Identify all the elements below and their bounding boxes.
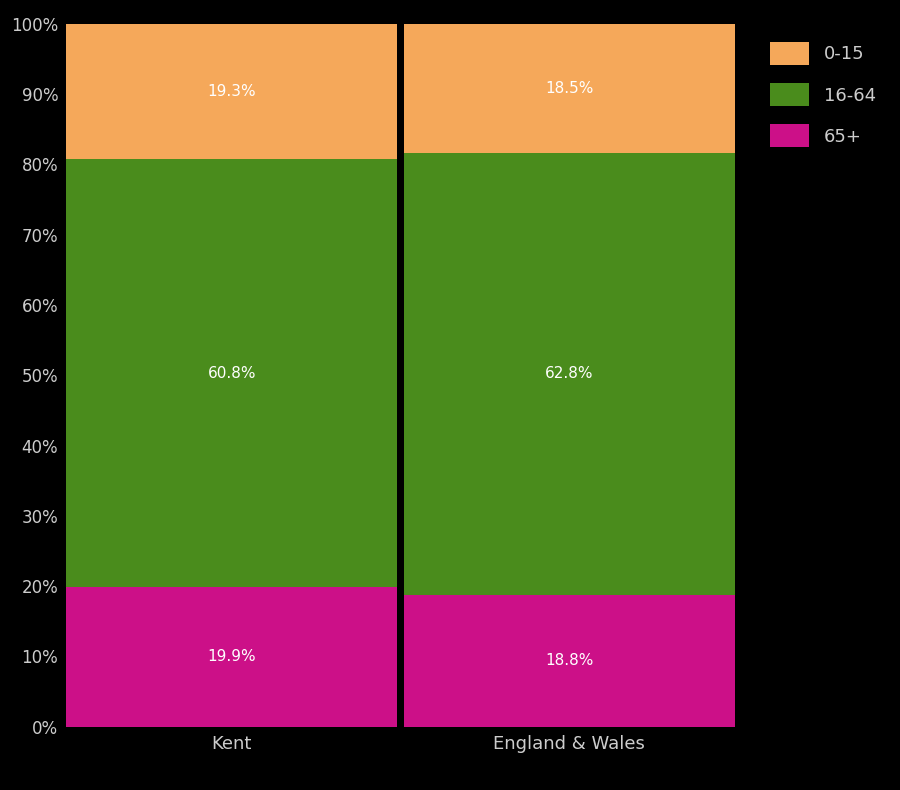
Bar bbox=[404, 153, 734, 595]
Bar bbox=[404, 23, 734, 153]
Text: 19.3%: 19.3% bbox=[207, 84, 256, 99]
Bar bbox=[67, 587, 397, 727]
Text: 18.5%: 18.5% bbox=[545, 81, 593, 96]
Text: 19.9%: 19.9% bbox=[207, 649, 256, 664]
Legend: 0-15, 16-64, 65+: 0-15, 16-64, 65+ bbox=[760, 32, 885, 156]
Bar bbox=[67, 160, 397, 587]
Text: 62.8%: 62.8% bbox=[545, 367, 593, 382]
Bar bbox=[67, 24, 397, 160]
Text: 60.8%: 60.8% bbox=[208, 366, 256, 381]
Text: 18.8%: 18.8% bbox=[545, 653, 593, 668]
Bar bbox=[404, 595, 734, 727]
